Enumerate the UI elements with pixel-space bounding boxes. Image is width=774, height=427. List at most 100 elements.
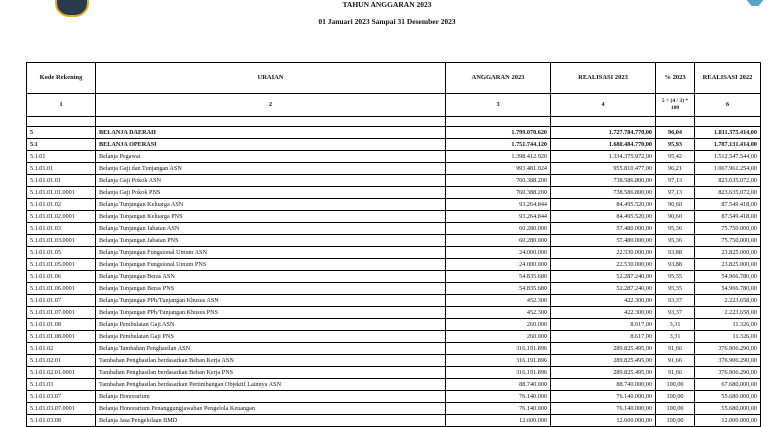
cell-anggaran: 760.388.200	[445, 174, 551, 187]
column-number-row: 1 2 3 4 5 = (4 / 3) * 100 6	[26, 93, 761, 117]
cell-realisasi: 76.140.000,00	[550, 390, 656, 403]
blank-cell	[95, 116, 446, 127]
blank-cell	[550, 116, 656, 127]
column-header-persen: % 2023	[655, 62, 695, 94]
cell-uraian: Tambahan Penghasilan berdasarkan Pertimb…	[95, 378, 446, 391]
table-row: 5.1.01.03.07 Belanja Honorarium 76.140.000…	[26, 390, 761, 403]
table-row: 5.1.01.01.05 Belanja Tunjangan Fungsional…	[26, 246, 761, 259]
cell-uraian: BELANJA DAERAH	[95, 126, 446, 139]
cell-realisasi-lalu: 23.825.000,00	[694, 258, 761, 271]
cell-realisasi: 422.300,00	[550, 294, 656, 307]
report-period: 01 Januari 2023 Sampai 31 Desember 2023	[318, 17, 456, 26]
cell-uraian: Belanja Tunjangan PPh/Tunjangan Khusus A…	[95, 294, 446, 307]
cell-uraian: Belanja Honorarium Penanggungjawaban Pen…	[95, 402, 446, 415]
cell-kode: 5.1.01.03.07.0001	[26, 402, 96, 415]
cell-realisasi-lalu: 12.000.000,00	[694, 414, 761, 427]
cell-persen: 97,13	[655, 186, 695, 199]
table-row: 5.1.01.01.07 Belanja Tunjangan PPh/Tunjan…	[26, 294, 761, 307]
cell-anggaran: 24.000.000	[445, 246, 551, 259]
table-row: 5.1.01.01.03.0001 Belanja Tunjangan Jabat…	[26, 234, 761, 247]
cell-uraian: Belanja Tunjangan PPh/Tunjangan Khusus P…	[95, 306, 446, 319]
table-row: 5.1.01.01.06.0001 Belanja Tunjangan Beras…	[26, 282, 761, 295]
cell-kode: 5.1.01.01.05.0001	[26, 258, 96, 271]
cell-anggaran: 93.264.844	[445, 210, 551, 223]
cell-persen: 3,31	[655, 318, 695, 331]
cell-anggaran: 1.751.744.120	[445, 138, 551, 151]
column-header-uraian: URAIAN	[95, 62, 446, 94]
cell-anggaran: 54.835.680	[445, 270, 551, 283]
cell-realisasi-lalu: 376.906.290,00	[694, 366, 761, 379]
cell-anggaran: 60.280.000	[445, 234, 551, 247]
cell-kode: 5.1.01.01.03.0001	[26, 234, 96, 247]
cell-persen: 91,66	[655, 366, 695, 379]
cell-persen: 100,00	[655, 378, 695, 391]
cell-kode: 5.1.01.02.01.0001	[26, 366, 96, 379]
cell-uraian: Belanja Jasa Pengelolaan BMD	[95, 414, 446, 427]
cell-realisasi: 22.530.000,00	[550, 258, 656, 271]
cell-persen: 90,60	[655, 198, 695, 211]
table-row: 5.1.01.01.02.0001 Belanja Tunjangan Kelua…	[26, 210, 761, 223]
cell-realisasi-lalu: 1.787.131.414,00	[694, 138, 761, 151]
cell-realisasi-lalu: 54.966.780,00	[694, 282, 761, 295]
blank-cell	[445, 116, 551, 127]
cell-realisasi-lalu: 55.680.000,00	[694, 390, 761, 403]
cell-anggaran: 452.300	[445, 306, 551, 319]
cell-persen: 100,00	[655, 402, 695, 415]
cell-persen: 93,37	[655, 306, 695, 319]
cell-anggaran: 12.600.000	[445, 414, 551, 427]
cell-realisasi: 12.600.000,00	[550, 414, 656, 427]
cell-persen: 100,00	[655, 414, 695, 427]
cell-realisasi-lalu: 23.825.000,00	[694, 246, 761, 259]
cell-anggaran: 1.398.412.920	[445, 150, 551, 163]
cell-uraian: BELANJA OPERASI	[95, 138, 446, 151]
cell-realisasi: 22.530.000,00	[550, 246, 656, 259]
cell-kode: 5.1	[26, 138, 96, 151]
table-row: 5.1.01.01.01 Belanja Gaji Pokok ASN 760.38…	[26, 174, 761, 187]
table-row: 5.1.01.02.01.0001 Tambahan Penghasilan be…	[26, 366, 761, 379]
cell-uraian: Belanja Tunjangan Beras ASN	[95, 270, 446, 283]
cell-persen: 95,36	[655, 222, 695, 235]
cell-realisasi-lalu: 1.067.961.254,00	[694, 162, 761, 175]
cell-kode: 5.1.01.01.02.0001	[26, 210, 96, 223]
cell-uraian: Belanja Tambahan Penghasilan ASN	[95, 342, 446, 355]
cell-uraian: Tambahan Penghasilan berdasarkan Beban K…	[95, 366, 446, 379]
cell-persen: 3,31	[655, 330, 695, 343]
table-row: 5.1.01.01 Belanja Gaji dan Tunjangan ASN 9…	[26, 162, 761, 175]
table-row: 5.1.01.03.08 Belanja Jasa Pengelolaan BMD…	[26, 414, 761, 427]
cell-realisasi-lalu: 823.635.072,00	[694, 186, 761, 199]
cell-uraian: Belanja Pembulatan Gaji ASN	[95, 318, 446, 331]
cell-realisasi-lalu: 55.680.000,00	[694, 402, 761, 415]
cell-anggaran: 88.740.000	[445, 378, 551, 391]
column-number: 1	[26, 93, 96, 117]
cell-realisasi: 84.495.520,00	[550, 198, 656, 211]
cell-kode: 5.1.01.03.08	[26, 414, 96, 427]
cell-realisasi-lalu: 75.750.000,00	[694, 222, 761, 235]
cell-realisasi-lalu: 1.811.375.414,00	[694, 126, 761, 139]
cell-realisasi: 955.810.477,00	[550, 162, 656, 175]
cell-realisasi: 52.287.240,00	[550, 282, 656, 295]
cell-anggaran: 60.280.000	[445, 222, 551, 235]
table-row: 5.1.01.01.06 Belanja Tunjangan Beras ASN 5…	[26, 270, 761, 283]
column-header-anggaran: ANGGARAN 2023	[445, 62, 551, 94]
cell-kode: 5.1.01.03	[26, 378, 96, 391]
government-logo-right	[738, 0, 772, 6]
blank-cell	[655, 116, 695, 127]
cell-kode: 5.1.01.01.02	[26, 198, 96, 211]
cell-uraian: Belanja Honorarium	[95, 390, 446, 403]
cell-realisasi: 8.617,00	[550, 330, 656, 343]
cell-anggaran: 76.140.000	[445, 402, 551, 415]
cell-anggaran: 24.000.000	[445, 258, 551, 271]
cell-kode: 5.1.01.02.01	[26, 354, 96, 367]
cell-anggaran: 316.191.896	[445, 342, 551, 355]
table-row: 5.1.01.02.01 Tambahan Penghasilan berdasa…	[26, 354, 761, 367]
cell-realisasi: 57.480.000,00	[550, 222, 656, 235]
column-header-realisasi: REALISASI 2023	[550, 62, 656, 94]
cell-uraian: Belanja Tunjangan Fungsional Umum ASN	[95, 246, 446, 259]
cell-persen: 100,00	[655, 390, 695, 403]
cell-uraian: Belanja Gaji Pokok PNS	[95, 186, 446, 199]
cell-uraian: Belanja Tunjangan Beras PNS	[95, 282, 446, 295]
cell-kode: 5.1.01.01.01.0001	[26, 186, 96, 199]
cell-persen: 95,36	[655, 234, 695, 247]
table-row: 5.1.01.01.08 Belanja Pembulatan Gaji ASN 2…	[26, 318, 761, 331]
cell-uraian: Belanja Tunjangan Jabatan PNS	[95, 234, 446, 247]
